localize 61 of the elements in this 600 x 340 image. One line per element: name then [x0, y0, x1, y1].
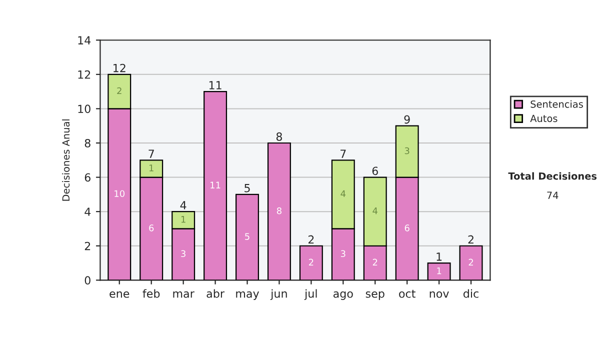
data-label: 2	[468, 258, 473, 266]
total-label: 5	[244, 184, 250, 192]
x-tick-label: oct	[399, 290, 416, 298]
total-label: 8	[276, 132, 282, 141]
data-label: 4	[372, 207, 378, 214]
y-tick-label: 12	[78, 70, 90, 79]
data-label: 4	[340, 190, 346, 197]
data-label: 5	[245, 233, 250, 240]
data-label: 1	[437, 267, 442, 274]
x-tick-label: ene	[110, 291, 130, 298]
bar	[204, 91, 228, 280]
data-label: 11	[210, 182, 220, 188]
data-label: 1	[181, 216, 186, 223]
data-label: 2	[372, 258, 378, 266]
y-axis-title: Decisiones Anual	[62, 119, 70, 201]
data-label: 3	[340, 250, 346, 258]
data-label: 6	[404, 224, 410, 232]
x-tick-label: may	[236, 291, 260, 300]
bar	[267, 142, 291, 280]
total-label: 11	[209, 81, 222, 90]
total-label: 2	[308, 235, 314, 244]
data-label: 6	[149, 224, 154, 232]
legend-label: Sentencias	[530, 100, 583, 108]
bar	[236, 194, 259, 280]
x-tick-label: ago	[333, 291, 353, 300]
bar	[459, 245, 483, 280]
y-tick-label: 0	[84, 276, 90, 285]
total-label: 12	[114, 64, 126, 72]
x-tick-label: mar	[173, 291, 194, 298]
data-label: 1	[149, 164, 154, 172]
data-label: 3	[181, 250, 186, 258]
total-label: 6	[372, 166, 378, 176]
total-label: 4	[180, 201, 186, 210]
y-tick-label: 10	[78, 104, 90, 114]
total-label: 1	[436, 252, 442, 261]
total-label: 7	[148, 150, 154, 158]
text: 74	[547, 192, 558, 199]
x-tick-label: nov	[430, 291, 449, 298]
legend-label: Autos	[530, 114, 558, 122]
x-tick-label: abr	[206, 289, 224, 298]
x-tick-label: sep	[366, 291, 384, 300]
data-label: 2	[308, 258, 314, 266]
x-tick-label: feb	[142, 289, 160, 298]
total-label: 7	[340, 150, 346, 158]
total-label: 9	[404, 115, 410, 124]
y-tick-label: 8	[84, 138, 90, 148]
y-tick-label: 2	[84, 242, 90, 250]
total-label: 2	[468, 235, 474, 244]
data-label: 3	[404, 147, 410, 154]
y-tick-label: 4	[84, 208, 91, 216]
data-label: 2	[117, 87, 122, 94]
data-label: 8	[276, 207, 282, 214]
y-tick-label: 6	[84, 173, 90, 182]
x-tick-label: dic	[464, 289, 478, 298]
x-tick-label: jul	[304, 289, 317, 300]
data-label: 10	[114, 190, 125, 198]
bar	[427, 262, 451, 280]
x-tick-label: jun	[270, 289, 287, 300]
y-tick-label: 14	[78, 36, 91, 44]
bar	[299, 245, 323, 280]
text: Total Decisiones	[508, 172, 597, 180]
